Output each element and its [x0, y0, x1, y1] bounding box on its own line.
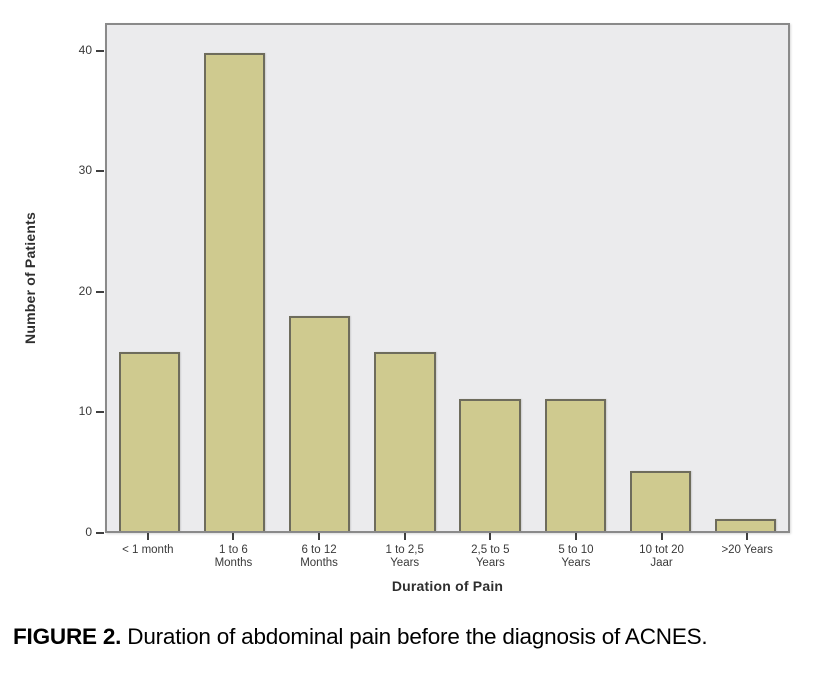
y-tick-label: 40 [78, 42, 92, 57]
x-tick-mark [489, 533, 492, 540]
bar [459, 399, 521, 531]
x-tick-label: 1 to 2,5 Years [385, 544, 424, 569]
bar [544, 399, 606, 531]
bar-slot [277, 25, 362, 531]
bar-slot [362, 25, 447, 531]
x-tick-cell: 6 to 12 Months [276, 533, 362, 570]
x-tick-label: 10 tot 20 Jaar [639, 544, 684, 569]
y-tick-label: 10 [78, 404, 92, 419]
x-tick-mark [146, 533, 149, 540]
bar-slot [618, 25, 703, 531]
bar-slot [192, 25, 277, 531]
y-tick-mark [96, 411, 104, 414]
y-tick-label: 30 [78, 163, 92, 178]
figure-caption: FIGURE 2. Duration of abdominal pain bef… [13, 620, 823, 654]
x-tick-mark [746, 533, 749, 540]
x-tick-label: >20 Years [721, 544, 773, 556]
bar-slot [703, 25, 788, 531]
x-tick-label: 1 to 6 Months [214, 544, 253, 569]
y-tick-mark [96, 290, 104, 293]
figure-caption-label: FIGURE 2. [13, 624, 122, 649]
bar [118, 351, 181, 531]
figure-caption-text: Duration of abdominal pain before the di… [121, 624, 708, 649]
bar-slot [448, 25, 533, 531]
x-tick-mark [403, 533, 406, 540]
x-tick-cell: 1 to 2,5 Years [362, 533, 448, 570]
x-tick-label: 5 to 10 Years [558, 544, 594, 569]
bar-slot [107, 25, 192, 531]
plot-area [105, 23, 790, 533]
x-tick-label: 2,5 to 5 Years [471, 544, 510, 569]
x-tick-cell: 2,5 to 5 Years [448, 533, 534, 570]
x-axis-title: Duration of Pain [391, 578, 504, 594]
x-axis-ticks: < 1 month 1 to 6 Months 6 to 12 Months 1 to… [105, 533, 790, 570]
x-tick-label: 6 to 12 Months [300, 544, 338, 569]
x-tick-cell: 5 to 10 Years [533, 533, 619, 570]
x-tick-mark [318, 533, 321, 540]
y-tick-label: 20 [78, 283, 92, 298]
x-tick-cell: >20 Years [704, 533, 790, 570]
bar [374, 351, 436, 531]
x-tick-cell: 1 to 6 Months [191, 533, 277, 570]
bar [714, 519, 777, 531]
x-tick-label: < 1 month [122, 544, 174, 556]
y-tick-mark [96, 49, 104, 52]
bar [204, 52, 266, 531]
x-tick-mark [232, 533, 235, 540]
bar-chart-figure: Number of Patients 0 10 20 30 40 < 1 month 1 … [22, 23, 790, 594]
x-tick-cell: < 1 month [105, 533, 191, 570]
bar-slot [533, 25, 618, 531]
y-tick-label: 0 [85, 525, 92, 539]
x-tick-mark [574, 533, 577, 540]
y-tick-mark [96, 532, 104, 534]
bar [289, 315, 351, 531]
y-tick-mark [96, 170, 104, 173]
y-axis-title: Number of Patients [22, 212, 38, 344]
bar [629, 471, 691, 531]
bars-container [107, 25, 788, 531]
x-tick-cell: 10 tot 20 Jaar [619, 533, 705, 570]
x-tick-mark [660, 533, 663, 540]
